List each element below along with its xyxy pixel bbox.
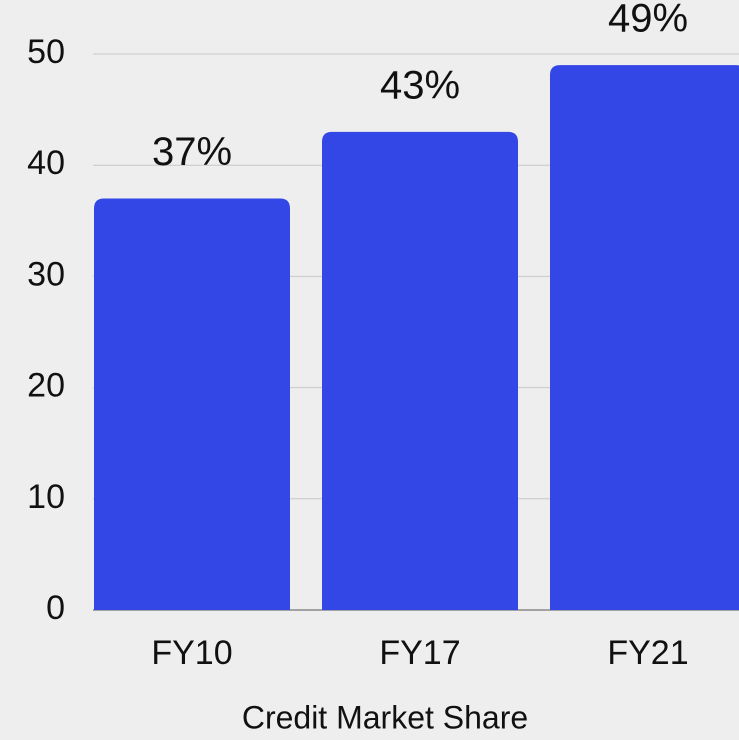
y-tick-label: 20 bbox=[27, 367, 65, 405]
bar bbox=[550, 65, 739, 610]
y-tick-label: 50 bbox=[27, 33, 65, 71]
y-tick-label: 40 bbox=[27, 144, 65, 182]
y-tick-label: 30 bbox=[27, 255, 65, 293]
data-label: 37% bbox=[152, 130, 232, 174]
x-tick-label: FY21 bbox=[607, 634, 688, 672]
x-tick-label: FY17 bbox=[379, 634, 460, 672]
data-label: 43% bbox=[380, 63, 460, 107]
bar bbox=[322, 131, 518, 610]
data-label: 49% bbox=[608, 0, 688, 41]
x-axis-title: Credit Market Share bbox=[242, 699, 528, 735]
y-tick-label: 10 bbox=[27, 478, 65, 516]
x-tick-label: FY10 bbox=[151, 634, 232, 672]
bar bbox=[94, 198, 290, 610]
y-tick-label: 0 bbox=[46, 589, 65, 627]
